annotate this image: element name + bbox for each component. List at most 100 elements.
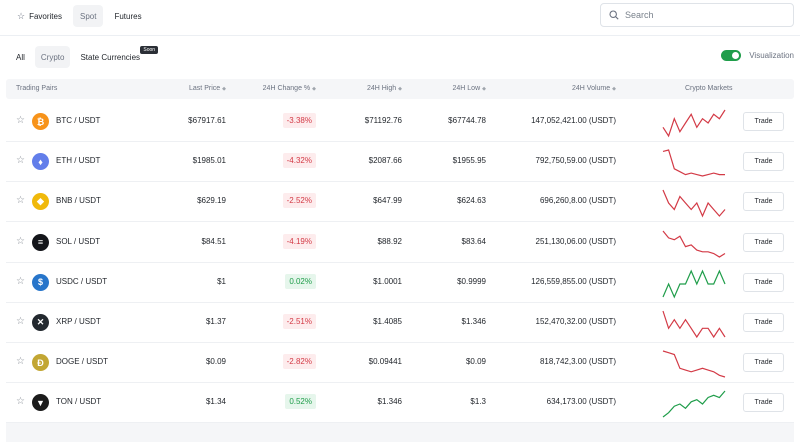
change-badge: 0.52% (285, 394, 316, 410)
sparkline-chart (662, 310, 726, 339)
low-price: $0.9999 (457, 276, 486, 286)
trade-button[interactable]: Trade (743, 353, 784, 373)
high-price: $1.346 (377, 397, 402, 407)
sparkline-line (662, 310, 726, 339)
favorite-star-icon[interactable]: ☆ (16, 356, 25, 368)
sparkline-line (662, 190, 726, 218)
visualization-control: Visualization (721, 50, 794, 61)
tab-favorites[interactable]: ☆ Favorites (10, 5, 69, 27)
tab-spot[interactable]: Spot (72, 5, 104, 27)
header-trading-pairs: Trading Pairs (16, 85, 58, 92)
header-24h-low[interactable]: 24H Low ◆ (453, 85, 487, 92)
sparkline-chart (662, 109, 726, 138)
market-topbar: ☆ Favorites Spot Futures (0, 0, 800, 36)
btc-icon: ₿ (32, 113, 49, 130)
low-price: $1.346 (461, 317, 486, 326)
favorite-star-icon[interactable]: ☆ (16, 316, 25, 327)
low-price: $1.3 (470, 397, 486, 407)
sol-icon: ≡ (32, 233, 49, 251)
pair-name[interactable]: BTC / USDT (56, 116, 101, 125)
header-24h-low-label: 24H Low (452, 85, 481, 92)
favorite-star-icon[interactable]: ☆ (16, 235, 25, 247)
sparkline-chart (662, 230, 726, 258)
favorite-star-icon[interactable]: ☆ (16, 275, 25, 287)
sparkline-line (662, 390, 726, 418)
sparkline-chart (662, 269, 726, 299)
visualization-label: Visualization (749, 51, 794, 60)
trade-button[interactable]: Trade (743, 192, 784, 212)
tab-state-currencies[interactable]: State Currencies Soon (74, 46, 159, 68)
volume-value: 152,470,32.00 (USDT) (535, 317, 617, 326)
doge-icon: Ð (32, 354, 49, 372)
tab-all[interactable]: All (16, 52, 25, 62)
high-price: $1.0001 (373, 276, 402, 286)
change-badge: -2.51% (282, 314, 316, 329)
tab-futures[interactable]: Futures (107, 5, 148, 27)
high-price: $71192.76 (364, 116, 402, 125)
market-tabs: ☆ Favorites Spot Futures (10, 5, 149, 27)
table-row-eth: ☆ ♦ ETH / USDT $1985.01 -4.32% $2087.66 … (6, 142, 794, 183)
pair-name[interactable]: ETH / USDT (56, 156, 101, 166)
coin-glyph: ▼ (36, 397, 45, 408)
coin-glyph: Ð (37, 357, 44, 368)
high-price: $647.99 (373, 196, 402, 206)
trade-button[interactable]: Trade (743, 313, 784, 332)
tab-crypto[interactable]: Crypto (34, 46, 71, 68)
last-price: $1985.01 (192, 156, 226, 166)
header-24h-high[interactable]: 24H High ◆ (367, 85, 402, 92)
visualization-toggle[interactable] (721, 50, 742, 61)
search-input[interactable] (625, 10, 785, 20)
trade-button[interactable]: Trade (743, 112, 784, 131)
next-row-strip (6, 423, 794, 442)
sparkline-chart (662, 350, 726, 378)
header-last-price[interactable]: Last Price ◆ (189, 85, 226, 92)
header-24h-change[interactable]: 24H Change % ◆ (263, 85, 316, 92)
coin-glyph: ✕ (36, 317, 45, 327)
volume-value: 251,130,06.00 (USDT) (535, 236, 617, 246)
xrp-icon: ✕ (32, 314, 49, 331)
trade-button[interactable]: Trade (743, 393, 784, 413)
tab-spot-label: Spot (79, 11, 97, 21)
header-24h-volume[interactable]: 24H Volume ◆ (572, 85, 616, 92)
coin-glyph: $ (37, 277, 43, 288)
trade-button[interactable]: Trade (743, 152, 784, 172)
favorite-star-icon[interactable]: ☆ (16, 396, 25, 408)
tab-state-currencies-label: State Currencies (80, 52, 141, 62)
category-tabs: All Crypto State Currencies Soon (10, 46, 159, 68)
sparkline-line (662, 269, 726, 299)
table-row-xrp: ☆ ✕ XRP / USDT $1.37 -2.51% $1.4085 $1.3… (6, 303, 794, 343)
tab-futures-label: Futures (114, 11, 142, 21)
low-price: $624.63 (457, 196, 486, 206)
search-box[interactable] (600, 3, 794, 27)
sort-icon: ◆ (222, 86, 226, 92)
pair-name[interactable]: DOGE / USDT (56, 357, 109, 367)
coin-glyph: ◆ (37, 196, 44, 207)
pair-name[interactable]: BNB / USDT (56, 196, 101, 206)
pair-name[interactable]: SOL / USDT (56, 236, 101, 246)
high-price: $88.92 (377, 236, 402, 246)
favorite-star-icon[interactable]: ☆ (16, 155, 25, 167)
table-row-ton: ☆ ▼ TON / USDT $1.34 0.52% $1.346 $1.3 6… (6, 383, 794, 424)
trade-button[interactable]: Trade (743, 272, 784, 292)
table-row-sol: ☆ ≡ SOL / USDT $84.51 -4.19% $88.92 $83.… (6, 223, 794, 263)
coin-glyph: ♦ (38, 156, 43, 167)
favorite-star-icon[interactable]: ☆ (16, 115, 25, 126)
bnb-icon: ◆ (32, 193, 49, 211)
change-badge: 0.02% (285, 273, 316, 289)
volume-value: 634,173.00 (USDT) (546, 397, 616, 407)
pair-name[interactable]: USDC / USDT (56, 276, 108, 286)
sort-icon: ◆ (482, 86, 486, 92)
pair-name[interactable]: XRP / USDT (56, 317, 101, 326)
sort-icon: ◆ (612, 86, 616, 92)
pair-name[interactable]: TON / USDT (56, 397, 102, 407)
change-badge: -3.38% (282, 113, 316, 128)
change-badge: -4.32% (282, 153, 316, 169)
tab-favorites-label: Favorites (29, 11, 62, 21)
star-icon: ☆ (17, 10, 26, 21)
high-price: $1.4085 (373, 317, 402, 326)
trade-button[interactable]: Trade (743, 232, 784, 252)
volume-value: 818,742,3.00 (USDT) (539, 357, 616, 367)
favorite-star-icon[interactable]: ☆ (16, 195, 25, 207)
volume-value: 126,559,855.00 (USDT) (531, 276, 616, 286)
low-price: $67744.78 (448, 116, 486, 125)
